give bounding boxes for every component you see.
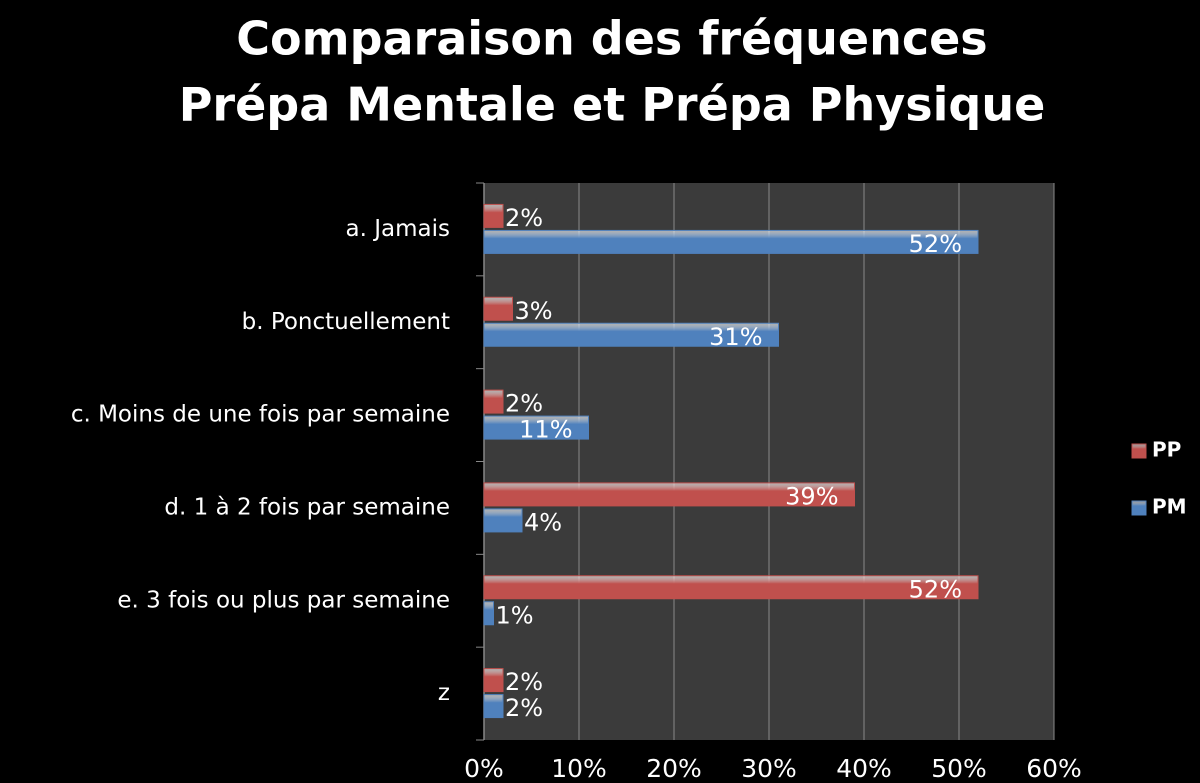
bar (483, 668, 504, 693)
y-tick-label: z (438, 680, 450, 706)
bar (483, 322, 779, 347)
data-label: 52% (909, 575, 962, 603)
chart-title: Comparaison des fréquences (236, 12, 987, 66)
y-tick-label: b. Ponctuellement (242, 309, 450, 335)
bar (483, 482, 855, 507)
y-tick-label: c. Moins de une fois par semaine (71, 402, 450, 428)
data-label: 39% (785, 482, 838, 510)
bar (483, 229, 979, 254)
bar (483, 508, 523, 533)
data-label: 2% (505, 204, 543, 232)
x-tick-label: 0% (464, 754, 504, 783)
bar (483, 601, 494, 626)
bar (483, 296, 513, 321)
x-tick-label: 20% (646, 754, 702, 783)
bar (483, 203, 504, 228)
y-tick-label: d. 1 à 2 fois par semaine (164, 494, 450, 520)
y-tick-label: e. 3 fois ou plus par semaine (117, 587, 450, 613)
data-label: 52% (909, 230, 962, 258)
data-label: 2% (505, 668, 543, 696)
x-tick-label: 60% (1026, 754, 1082, 783)
chart-subtitle: Prépa Mentale et Prépa Physique (179, 78, 1046, 132)
bar (483, 694, 504, 719)
data-label: 4% (524, 508, 562, 536)
legend-swatch (1131, 500, 1147, 516)
data-label: 2% (505, 390, 543, 418)
data-label: 11% (519, 416, 572, 444)
bar (483, 575, 979, 600)
legend-label: PP (1152, 438, 1181, 462)
x-tick-label: 10% (551, 754, 607, 783)
x-tick-label: 30% (741, 754, 797, 783)
data-label: 1% (496, 601, 534, 629)
data-label: 31% (709, 323, 762, 351)
y-tick-label: a. Jamais (346, 216, 450, 242)
bar (483, 415, 589, 440)
x-tick-label: 50% (931, 754, 987, 783)
legend-label: PM (1152, 495, 1187, 519)
bar (483, 389, 504, 414)
legend-swatch (1131, 443, 1147, 459)
x-tick-label: 40% (836, 754, 892, 783)
data-label: 2% (505, 694, 543, 722)
data-label: 3% (515, 297, 553, 325)
